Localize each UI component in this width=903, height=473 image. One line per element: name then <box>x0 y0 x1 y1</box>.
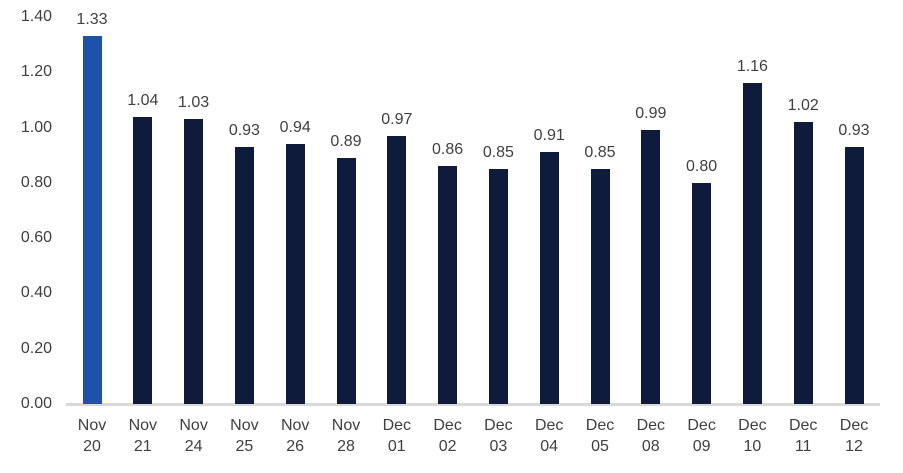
bar-value-label: 1.02 <box>787 97 819 115</box>
x-tick-month: Dec <box>534 417 564 434</box>
x-tick-day: 20 <box>83 438 101 455</box>
x-tick-day: 28 <box>337 438 355 455</box>
x-tick-month: Dec <box>382 417 412 434</box>
bar-value-label: 1.33 <box>76 11 108 29</box>
y-tick-label: 1.00 <box>20 118 52 136</box>
bar-value-label: 0.89 <box>330 132 362 150</box>
x-tick-day: 01 <box>387 438 406 455</box>
y-tick-label: 1.20 <box>20 63 52 81</box>
x-tick-day: 25 <box>235 438 254 455</box>
y-tick-label: 0.60 <box>20 229 52 247</box>
bar-value-label: 0.93 <box>228 121 260 139</box>
x-tick-label: Dec 01 <box>367 415 427 457</box>
x-tick-month: Dec <box>585 417 615 434</box>
x-tick-month: Nov <box>179 417 208 434</box>
x-tick-day: 05 <box>591 438 609 455</box>
bar <box>184 119 204 404</box>
bar <box>234 146 254 404</box>
bar-highlighted <box>82 36 102 404</box>
bar-value-label: 0.97 <box>381 110 413 128</box>
x-tick-month: Dec <box>484 417 513 434</box>
bar <box>488 169 508 404</box>
x-tick-month: Dec <box>433 417 462 434</box>
x-tick-month: Nov <box>230 417 259 434</box>
bar-value-label: 0.86 <box>432 141 464 159</box>
x-axis-line <box>66 403 880 406</box>
x-tick-label: Nov 26 <box>265 415 325 457</box>
y-tick-label: 0.40 <box>20 284 52 302</box>
bar-value-label: 0.85 <box>482 144 514 162</box>
x-tick-day: 10 <box>743 438 762 455</box>
x-tick-day: 11 <box>794 438 812 455</box>
x-tick-month: Nov <box>128 417 158 434</box>
x-tick-month: Nov <box>77 417 107 434</box>
x-tick-label: Dec 10 <box>722 415 782 457</box>
bar <box>438 166 458 404</box>
x-tick-label: Nov 28 <box>316 415 376 457</box>
x-tick-day: 08 <box>641 438 660 455</box>
x-tick-month: Dec <box>839 417 869 434</box>
x-tick-day: 21 <box>133 438 152 455</box>
x-tick-day: 09 <box>692 438 711 455</box>
x-tick-month: Nov <box>280 417 310 434</box>
x-tick-month: Dec <box>687 417 716 434</box>
x-tick-label: Dec 03 <box>468 415 528 457</box>
x-tick-label: Dec 11 <box>773 415 833 457</box>
bar-value-label: 0.99 <box>635 105 667 123</box>
bar-value-label: 0.93 <box>838 121 870 139</box>
bar <box>742 83 762 404</box>
x-tick-day: 26 <box>286 438 305 455</box>
bar <box>590 169 610 404</box>
bar <box>692 182 712 404</box>
bar-value-label: 0.85 <box>584 144 616 162</box>
x-tick-label: Dec 12 <box>824 415 884 457</box>
y-tick-label: 0.80 <box>20 173 52 191</box>
x-tick-month: Dec <box>636 417 666 434</box>
x-tick-label: Dec 09 <box>672 415 732 457</box>
x-tick-month: Dec <box>788 417 818 434</box>
x-tick-day: 24 <box>184 438 203 455</box>
bar <box>387 135 407 404</box>
x-tick-label: Dec 02 <box>418 415 478 457</box>
x-tick-label: Nov 21 <box>113 415 173 457</box>
bar <box>133 116 153 404</box>
x-tick-day: 02 <box>438 438 457 455</box>
x-tick-label: Dec 05 <box>570 415 630 457</box>
y-tick-label: 1.40 <box>20 8 52 25</box>
bar-value-label: 1.16 <box>736 58 768 76</box>
x-tick-label: Nov 24 <box>164 415 224 457</box>
bar-value-label: 1.04 <box>127 91 159 109</box>
bar <box>336 157 356 404</box>
bar <box>844 146 864 404</box>
x-tick-day: 12 <box>845 438 863 455</box>
x-tick-day: 03 <box>489 438 508 455</box>
x-tick-day: 04 <box>540 438 559 455</box>
y-tick-label: 0.20 <box>20 339 52 357</box>
bar <box>793 122 813 404</box>
bar <box>539 152 559 404</box>
bar-value-label: 0.80 <box>686 157 718 175</box>
y-tick-label: 0.00 <box>20 395 52 412</box>
bar-value-label: 0.91 <box>533 127 565 145</box>
x-tick-label: Nov 20 <box>62 415 122 457</box>
bar <box>641 130 661 404</box>
x-tick-month: Nov <box>331 417 361 434</box>
x-tick-label: Dec 08 <box>621 415 681 457</box>
x-tick-month: Dec <box>738 417 767 434</box>
x-tick-label: Dec 04 <box>519 415 579 457</box>
x-tick-label: Nov 25 <box>214 415 274 457</box>
bar <box>285 144 305 404</box>
bar-value-label: 1.03 <box>178 94 210 112</box>
bar-value-label: 0.94 <box>279 119 311 137</box>
